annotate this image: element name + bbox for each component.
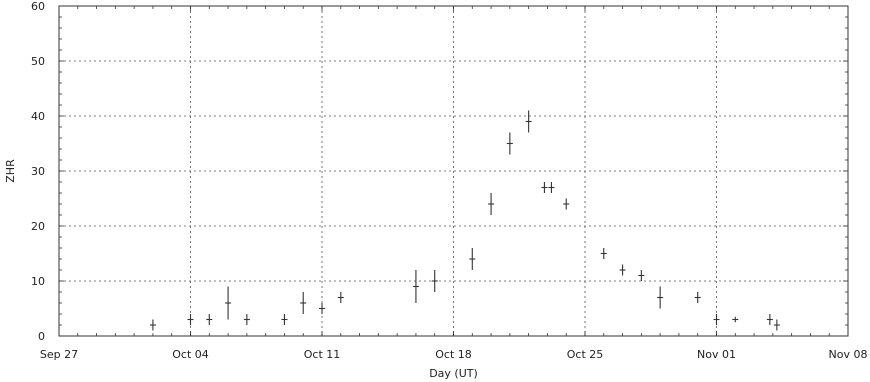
data-point bbox=[206, 314, 213, 325]
data-point bbox=[638, 270, 645, 281]
data-point bbox=[732, 316, 739, 323]
data-point bbox=[657, 286, 664, 309]
tick-labels: 0 10 20 30 40 50 60 Sep 27 Oct 04 Oct 11 Oct 18 Oct… bbox=[31, 0, 867, 361]
data-point bbox=[488, 193, 495, 215]
data-point bbox=[281, 314, 288, 325]
x-tick-label: Nov 08 bbox=[829, 348, 868, 361]
data-point bbox=[300, 292, 307, 314]
grid-layer bbox=[59, 6, 848, 336]
y-tick-label: 60 bbox=[31, 0, 45, 13]
error-bar-markers bbox=[149, 110, 780, 331]
x-tick-label: Oct 04 bbox=[172, 348, 209, 361]
data-point bbox=[563, 198, 570, 210]
y-tick-label: 50 bbox=[31, 55, 45, 68]
y-tick-label: 30 bbox=[31, 165, 45, 178]
data-point bbox=[619, 264, 626, 276]
data-point bbox=[694, 292, 701, 303]
x-axis-label: Day (UT) bbox=[429, 367, 478, 380]
x-tick-label: Nov 01 bbox=[697, 348, 736, 361]
data-point bbox=[548, 182, 555, 193]
data-point bbox=[319, 303, 325, 314]
data-point bbox=[412, 270, 419, 303]
data-point bbox=[600, 248, 607, 259]
data-point bbox=[773, 319, 780, 331]
data-point bbox=[431, 270, 438, 292]
data-point bbox=[713, 314, 720, 325]
data-point bbox=[506, 132, 513, 155]
y-tick-label: 0 bbox=[38, 330, 45, 343]
x-tick-label: Oct 18 bbox=[435, 348, 472, 361]
y-tick-label: 20 bbox=[31, 220, 45, 233]
data-point bbox=[541, 182, 548, 193]
x-tick-label: Oct 25 bbox=[567, 348, 604, 361]
y-tick-label: 10 bbox=[31, 275, 45, 288]
data-point bbox=[149, 319, 156, 331]
data-point bbox=[243, 314, 250, 325]
data-point bbox=[469, 248, 476, 270]
x-tick-label: Oct 11 bbox=[304, 348, 341, 361]
data-point bbox=[766, 314, 773, 325]
y-axis-label: ZHR bbox=[4, 159, 17, 183]
data-point bbox=[225, 286, 232, 320]
data-point bbox=[187, 314, 194, 325]
data-point bbox=[525, 110, 532, 133]
y-tick-label: 40 bbox=[31, 110, 45, 123]
data-point bbox=[337, 292, 344, 303]
plot-frame bbox=[58, 5, 849, 337]
x-tick-label: Sep 27 bbox=[40, 348, 78, 361]
